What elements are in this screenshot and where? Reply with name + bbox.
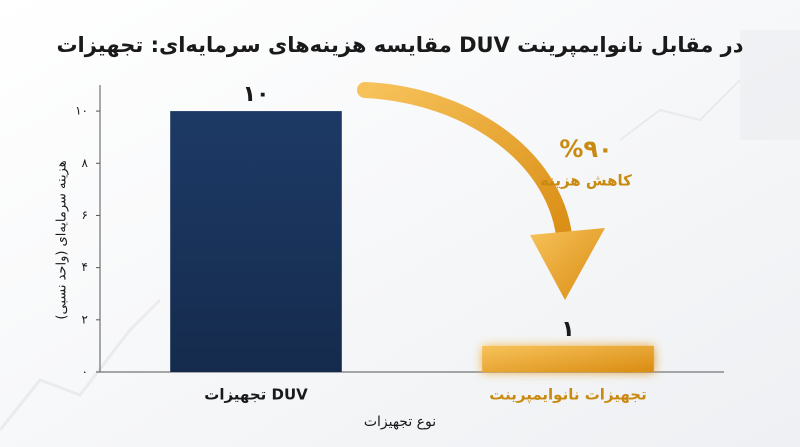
arrow-head <box>530 228 605 300</box>
x-tick-label: تجهیزات DUV <box>204 386 308 404</box>
y-tick-label: ۸ <box>82 156 89 170</box>
x-axis-label: نوع تجهیزات <box>364 414 436 430</box>
annotation: %۹۰ <box>559 135 612 163</box>
y-tick-label: ۱۰ <box>75 104 88 118</box>
chart-title: مقایسه هزینه‌های سرمایه‌ای: تجهیزات DUV … <box>56 33 743 57</box>
y-tick-label: ۲ <box>82 312 88 326</box>
y-tick-label: ۶ <box>82 208 88 222</box>
value-label: ۱ <box>561 317 574 342</box>
y-tick-label: ۴ <box>82 260 88 274</box>
decoration <box>0 30 800 431</box>
y-axis-label: هزینه سرمایه‌ای (واحد نسبی) <box>55 160 70 319</box>
bar <box>482 345 654 372</box>
y-tick-label: ۰ <box>82 365 88 379</box>
bar <box>170 111 342 372</box>
arrow <box>357 82 573 253</box>
x-tick-label: تجهیزات نانوایمپرینت <box>489 386 646 405</box>
value-label: ۱۰ <box>243 82 270 107</box>
annotation: کاهش هزینه <box>540 172 632 190</box>
